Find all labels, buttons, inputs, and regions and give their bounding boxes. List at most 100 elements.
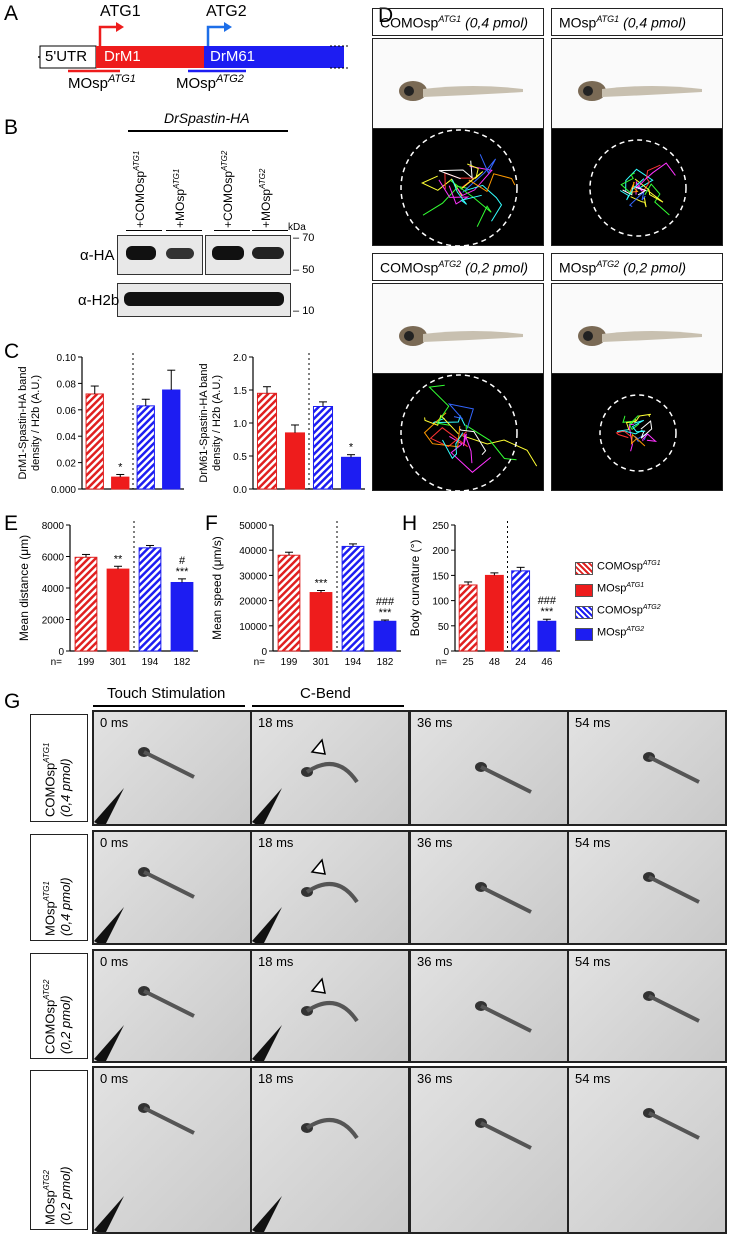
cbend-header: C-Bend <box>300 685 351 702</box>
g-frame: 18 ms <box>250 1066 410 1234</box>
d-header: COMOspATG1 (0,4 pmol) <box>372 8 544 36</box>
g-row-label: MOspATG2 (0,2 pmol) <box>30 1070 88 1230</box>
blot-h2b <box>117 283 291 317</box>
time-label: 0 ms <box>100 954 129 969</box>
y-tick-label: 0.02 <box>57 459 77 470</box>
n-label: 199 <box>281 657 298 668</box>
bar <box>458 584 478 652</box>
y-axis-label: Mean speed (μm/s) <box>210 536 224 640</box>
d-header: COMOspATG2 (0,2 pmol) <box>372 253 544 281</box>
atg2-label: ATG2 <box>206 3 247 20</box>
bar <box>312 406 334 490</box>
bar <box>106 568 130 652</box>
larva-photo <box>551 283 723 375</box>
legend: COMOspATG1 MOspATG1 COMOspATG2 MOspATG2 <box>575 560 730 670</box>
time-label: 0 ms <box>100 715 129 730</box>
n-prefix: n= <box>436 657 448 668</box>
y-axis-label: DrM1-Spastin-HA banddensity / H2b (A.U.) <box>17 366 42 479</box>
time-label: 0 ms <box>100 835 129 850</box>
n-label: 182 <box>174 657 191 668</box>
marker-10: – 10 <box>293 305 315 317</box>
significance-marker: *** <box>540 606 554 618</box>
bar <box>484 574 504 652</box>
mo2-label: MOspATG2 <box>176 73 244 92</box>
row-label-h2b: α-H2b <box>78 292 120 309</box>
y-tick-label: 100 <box>432 597 449 608</box>
g-frame: 36 ms <box>409 830 569 945</box>
swim-tracks <box>551 128 723 246</box>
time-label: 0 ms <box>100 1071 129 1086</box>
g-frame: 54 ms <box>567 830 727 945</box>
time-label: 36 ms <box>417 835 453 850</box>
panel-label-h: H <box>402 512 418 535</box>
bar <box>341 545 365 652</box>
n-label: 194 <box>345 657 362 668</box>
d-header: MOspATG1 (0,4 pmol) <box>551 8 723 36</box>
panel-label-g: G <box>4 690 21 713</box>
g-frame: 54 ms <box>567 710 727 826</box>
lane-label: +COMOspATG1 <box>132 150 147 228</box>
g-frame: 18 ms <box>250 830 410 945</box>
y-tick-label: 50000 <box>239 521 267 532</box>
y-tick-label: 0.04 <box>57 432 77 443</box>
drm1-label: DrM1 <box>104 48 141 65</box>
g-frame: 36 ms <box>409 1066 569 1234</box>
panel-label-a: A <box>4 2 19 25</box>
lane-label: +MOspATG1 <box>172 168 187 228</box>
y-tick-label: 0.5 <box>233 452 247 463</box>
chart-h: 0 50 100 150 200 250 Body curvature (°) 25 48 24 #… <box>408 521 560 668</box>
bar <box>111 476 130 490</box>
time-label: 54 ms <box>575 715 611 730</box>
y-tick-label: 2000 <box>42 616 65 627</box>
time-label: 18 ms <box>258 954 294 969</box>
western-title: DrSpastin-HA <box>164 110 250 126</box>
time-label: 54 ms <box>575 835 611 850</box>
row-label-ha: α-HA <box>80 247 115 264</box>
panel-label-d: D <box>378 4 394 27</box>
chart-e: 0 2000 4000 6000 8000 Mean distance (μm) 199 **… <box>17 521 198 668</box>
significance-marker: ### <box>538 595 557 607</box>
y-tick-label: 1.5 <box>233 386 247 397</box>
y-axis-label: DrM61-Spastin-HA banddensity / H2b (A.U.… <box>198 363 223 482</box>
n-label: 48 <box>489 657 501 668</box>
y-tick-label: 4000 <box>42 584 65 595</box>
y-tick-label: 20000 <box>239 597 267 608</box>
bar <box>138 547 162 652</box>
y-tick-label: 150 <box>432 571 449 582</box>
g-row-label: COMOspATG2 (0,2 pmol) <box>30 953 88 1059</box>
panel-label-e: E <box>4 512 19 535</box>
n-label: 194 <box>142 657 159 668</box>
y-tick-label: 0 <box>58 647 64 658</box>
y-tick-label: 200 <box>432 546 449 557</box>
bar <box>170 581 194 652</box>
marker-50: – 50 <box>293 264 315 276</box>
time-label: 18 ms <box>258 835 294 850</box>
g-row-label: MOspATG1 (0,4 pmol) <box>30 834 88 941</box>
g-frame: 0 ms <box>92 949 252 1063</box>
time-label: 54 ms <box>575 954 611 969</box>
y-tick-label: 6000 <box>42 553 65 564</box>
n-label: 301 <box>313 657 330 668</box>
blot-ha-1 <box>117 235 203 275</box>
drm61-label: DrM61 <box>210 48 256 65</box>
g-frame: 18 ms <box>250 710 410 826</box>
time-label: 18 ms <box>258 1071 294 1086</box>
swim-tracks <box>372 373 544 492</box>
d-header: MOspATG2 (0,2 pmol) <box>551 253 723 281</box>
n-prefix: n= <box>51 657 63 668</box>
swim-tracks <box>551 373 723 491</box>
y-axis-label: Mean distance (μm) <box>17 535 31 641</box>
mo1-label: MOspATG1 <box>68 73 136 92</box>
y-tick-label: 0.10 <box>57 353 77 364</box>
bar <box>309 592 333 652</box>
touch-stim-header: Touch Stimulation <box>107 685 226 702</box>
bar <box>511 570 531 652</box>
bar <box>85 393 104 490</box>
y-tick-label: 0.000 <box>51 485 76 496</box>
bar <box>284 432 306 490</box>
y-tick-label: 0 <box>443 647 449 658</box>
time-label: 54 ms <box>575 1071 611 1086</box>
y-tick-label: 50 <box>438 622 450 633</box>
bar <box>256 392 278 490</box>
atg1-label: ATG1 <box>100 3 141 20</box>
